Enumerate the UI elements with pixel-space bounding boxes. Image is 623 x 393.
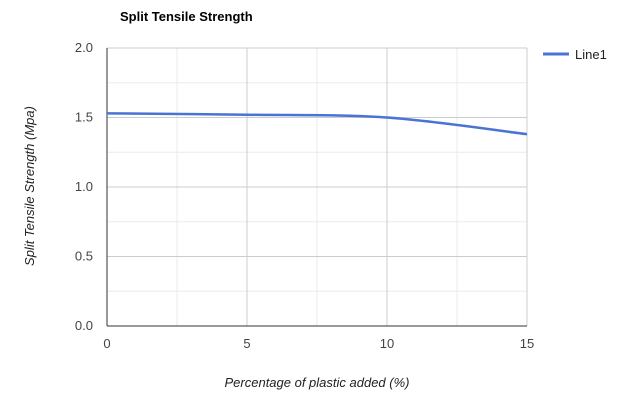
series-group xyxy=(106,112,528,136)
y-tick-label: 0.0 xyxy=(75,318,93,333)
y-tick-label: 0.5 xyxy=(75,249,93,264)
legend: Line1 xyxy=(543,47,607,62)
x-ticks: 0 5 10 15 xyxy=(103,336,534,351)
chart-title: Split Tensile Strength xyxy=(120,9,253,24)
axes xyxy=(106,48,527,327)
x-tick-label: 5 xyxy=(243,336,250,351)
y-tick-label: 1.5 xyxy=(75,110,93,125)
y-tick-label: 2.0 xyxy=(75,40,93,55)
x-tick-label: 15 xyxy=(520,336,534,351)
grid xyxy=(107,47,528,326)
series-line xyxy=(106,112,528,136)
y-tick-label: 1.0 xyxy=(75,179,93,194)
legend-label: Line1 xyxy=(575,47,607,62)
x-tick-label: 0 xyxy=(103,336,110,351)
y-axis-label: Split Tensile Strength (Mpa) xyxy=(22,106,37,266)
x-axis-label: Percentage of plastic added (%) xyxy=(225,375,410,390)
x-tick-label: 10 xyxy=(380,336,394,351)
y-ticks: 0.0 0.5 1.0 1.5 2.0 xyxy=(75,40,93,333)
